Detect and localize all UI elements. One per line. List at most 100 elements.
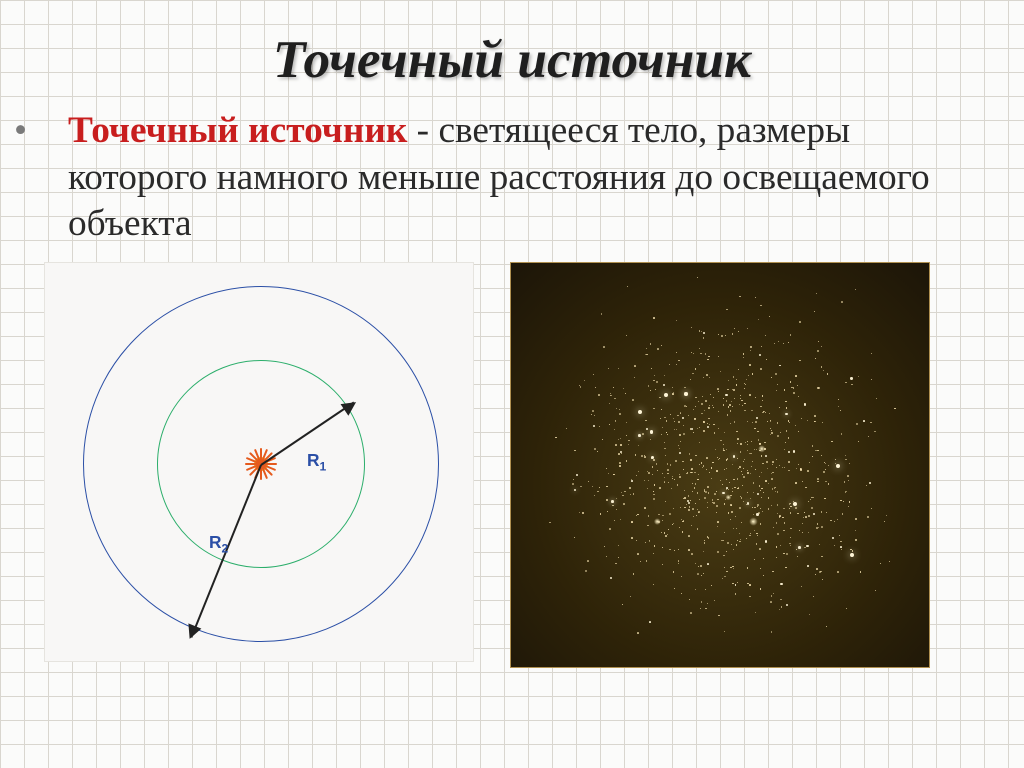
label-r1: R1: [307, 450, 326, 473]
star-dot: [704, 410, 705, 411]
star-dot: [651, 458, 652, 459]
star-dot: [744, 410, 746, 412]
star-dot: [641, 455, 643, 457]
star-dot: [769, 413, 770, 414]
star-dot: [733, 479, 735, 481]
star-dot: [715, 449, 717, 451]
star-dot: [731, 511, 732, 512]
star-dot: [759, 485, 760, 486]
star-dot: [673, 523, 675, 525]
star-dot: [691, 525, 693, 527]
star-dot: [674, 588, 675, 589]
star-dot: [756, 449, 757, 450]
star-dot: [747, 441, 748, 442]
star-dot: [679, 474, 680, 475]
star-dot: [673, 508, 674, 509]
star-dot: [874, 431, 875, 432]
star-dot: [664, 448, 665, 449]
star-dot: [587, 560, 589, 562]
star-dot: [825, 481, 826, 482]
star-dot: [695, 368, 696, 369]
star-dot: [793, 387, 794, 388]
star-dot: [737, 458, 738, 459]
star-dot: [709, 377, 710, 378]
star-dot: [716, 505, 717, 506]
star-dot: [632, 399, 634, 401]
star-dot: [777, 435, 779, 437]
star-dot: [747, 492, 748, 493]
star-dot: [662, 564, 663, 565]
star-dot: [712, 462, 714, 464]
star-dot: [740, 395, 741, 396]
star-dot: [776, 467, 777, 468]
star-dot: [855, 289, 856, 290]
star-dot: [808, 532, 809, 533]
star-dot: [845, 491, 846, 492]
star-dot: [727, 542, 728, 543]
star-dot: [733, 376, 735, 378]
star-dot: [733, 455, 736, 458]
star-dot: [672, 387, 673, 388]
star-dot: [679, 527, 680, 528]
star-dot: [717, 388, 719, 390]
star-dot: [680, 412, 681, 413]
star-dot: [724, 532, 725, 533]
star-dot: [734, 487, 735, 488]
star-dot: [718, 428, 719, 429]
star-dot: [759, 443, 760, 444]
star-dot: [788, 451, 790, 453]
star-dot: [740, 443, 742, 445]
star-dot: [840, 541, 841, 542]
star-dot: [611, 395, 613, 397]
star-dot: [649, 540, 650, 541]
star-dot: [747, 502, 750, 505]
star-dot: [752, 521, 753, 522]
star-dot: [772, 488, 774, 490]
star-dot: [695, 563, 696, 564]
star-dot: [688, 495, 690, 497]
star-dot: [595, 387, 596, 388]
star-dot: [712, 405, 713, 406]
star-dot: [679, 452, 681, 454]
star-dot: [771, 432, 773, 434]
star-dot: [653, 584, 654, 585]
star-dot: [695, 589, 696, 590]
star-dot: [688, 549, 690, 551]
star-dot: [677, 415, 678, 416]
star-dot: [631, 521, 633, 523]
star-dot: [785, 442, 786, 443]
star-dot: [612, 505, 613, 506]
star-dot: [818, 387, 819, 388]
star-dot: [723, 450, 724, 451]
star-dot: [756, 533, 757, 534]
star-dot: [669, 513, 671, 515]
star-dot: [650, 343, 652, 345]
star-dot: [778, 341, 779, 342]
star-dot: [762, 412, 763, 413]
star-dot: [664, 482, 665, 483]
star-dot: [815, 574, 816, 575]
star-dot: [693, 409, 694, 410]
star-dot: [765, 335, 766, 336]
star-dot: [653, 459, 655, 461]
star-dot: [809, 462, 810, 463]
star-dot: [681, 576, 682, 577]
star-dot: [747, 472, 748, 473]
star-dot: [722, 484, 723, 485]
star-dot: [653, 498, 655, 500]
star-dot: [770, 434, 771, 435]
star-dot: [664, 375, 665, 376]
star-dot: [631, 537, 633, 539]
star-dot: [650, 390, 651, 391]
star-dot: [763, 492, 764, 493]
star-dot: [674, 421, 675, 422]
star-dot: [817, 481, 818, 482]
star-dot: [817, 350, 819, 352]
star-dot: [713, 502, 715, 504]
star-dot: [674, 479, 675, 480]
star-dot: [724, 469, 725, 470]
star-dot: [761, 488, 762, 489]
star-dot: [850, 553, 854, 557]
star-dot: [841, 433, 843, 435]
star-dot: [654, 375, 655, 376]
